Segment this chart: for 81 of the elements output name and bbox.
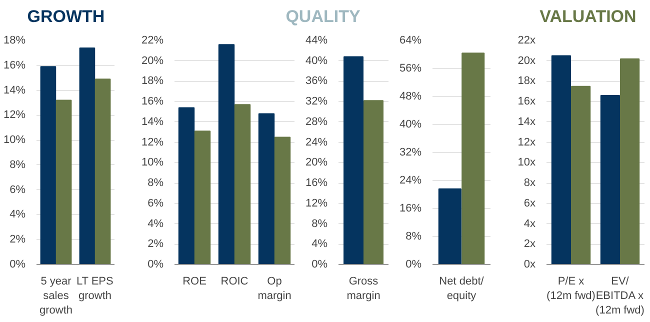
y-tick-label: 20% <box>141 54 164 67</box>
y-tick-label: 44% <box>305 34 328 46</box>
x-tick-label: Net debt/ equity <box>439 276 485 302</box>
x-tick-label: ROIC <box>220 276 248 288</box>
y-tick-label: 56% <box>399 62 422 74</box>
y-tick-label: 16x <box>518 96 536 108</box>
y-tick-label: 40% <box>305 54 328 67</box>
y-tick-label: 2% <box>10 234 26 246</box>
y-tick-label: 22% <box>141 34 164 46</box>
y-tick-label: 0% <box>312 258 328 270</box>
y-tick-label: 8% <box>10 158 26 171</box>
y-tick-label: 48% <box>399 90 422 102</box>
y-tick-label: 4% <box>10 208 26 221</box>
y-tick-label: 8% <box>312 218 328 230</box>
y-tick-label: 36% <box>305 75 328 88</box>
chart-title: GROWTH <box>27 6 105 28</box>
y-tick-label: 20x <box>518 54 536 67</box>
x-tick-label: ROE <box>182 276 206 288</box>
y-tick-label: 16% <box>141 96 164 108</box>
y-tick-label: 4x <box>524 218 536 230</box>
chart-title: QUALITY <box>286 6 360 28</box>
y-tick-label: 8% <box>148 177 164 190</box>
y-tick-label: 24% <box>399 174 422 186</box>
chart-title: VALUATION <box>540 6 636 28</box>
y-tick-label: 0% <box>10 258 26 270</box>
y-tick-label: 2x <box>524 238 536 250</box>
bar <box>551 55 572 264</box>
y-tick-label: 0x <box>524 258 536 270</box>
y-tick-label: 40% <box>399 118 422 130</box>
bar <box>56 100 72 264</box>
y-tick-label: 0% <box>148 258 164 270</box>
y-tick-label: 8x <box>524 177 536 190</box>
y-tick-label: 28% <box>305 116 328 128</box>
x-tick-label: 5 year sales growth <box>39 276 73 316</box>
y-tick-label: 8% <box>406 230 422 242</box>
bar <box>218 44 235 264</box>
bar <box>620 58 640 264</box>
y-tick-label: 6% <box>10 184 26 196</box>
bar <box>79 47 96 264</box>
y-tick-label: 14x <box>518 116 536 128</box>
y-tick-label: 6% <box>148 197 164 210</box>
y-tick-label: 12% <box>305 197 328 210</box>
y-tick-label: 12% <box>141 136 164 148</box>
y-tick-label: 2% <box>148 238 164 250</box>
bar <box>600 94 620 264</box>
x-tick-label: LT EPS growth <box>76 276 114 302</box>
bar <box>178 107 195 264</box>
x-tick-label: Gross margin <box>346 276 380 302</box>
y-tick-label: 14% <box>3 84 26 96</box>
y-tick-label: 18x <box>518 75 536 88</box>
y-tick-label: 10% <box>141 156 164 169</box>
y-tick-label: 10% <box>3 134 26 146</box>
y-tick-label: 12x <box>518 136 536 148</box>
bar <box>194 130 211 264</box>
y-tick-label: 12% <box>3 109 26 122</box>
y-tick-label: 4% <box>148 218 164 230</box>
y-tick-label: 22x <box>518 34 536 46</box>
y-tick-label: 0% <box>406 258 422 270</box>
y-tick-label: 32% <box>399 146 422 158</box>
y-tick-label: 18% <box>3 34 26 46</box>
y-tick-label: 18% <box>141 75 164 88</box>
y-tick-label: 16% <box>305 177 328 190</box>
y-tick-label: 10x <box>518 156 536 169</box>
x-tick-label: EV/ EBITDA x (12m fwd) <box>596 276 644 316</box>
y-tick-label: 20% <box>305 156 328 169</box>
y-tick-label: 14% <box>141 116 164 128</box>
y-tick-label: 16% <box>3 59 26 72</box>
bar <box>274 136 291 264</box>
y-tick-label: 64% <box>399 34 422 46</box>
x-tick-label: Op margin <box>258 276 292 302</box>
bar <box>258 113 275 264</box>
y-tick-label: 24% <box>305 136 328 148</box>
y-tick-label: 32% <box>305 96 328 108</box>
bar <box>234 104 251 264</box>
y-tick-label: 4% <box>312 238 328 250</box>
bar <box>40 66 56 264</box>
bar <box>94 78 111 264</box>
y-tick-label: 16% <box>399 202 422 214</box>
bar <box>570 86 591 264</box>
x-tick-label: P/E x (12m fwd) <box>546 276 596 302</box>
y-tick-label: 6x <box>524 197 536 210</box>
